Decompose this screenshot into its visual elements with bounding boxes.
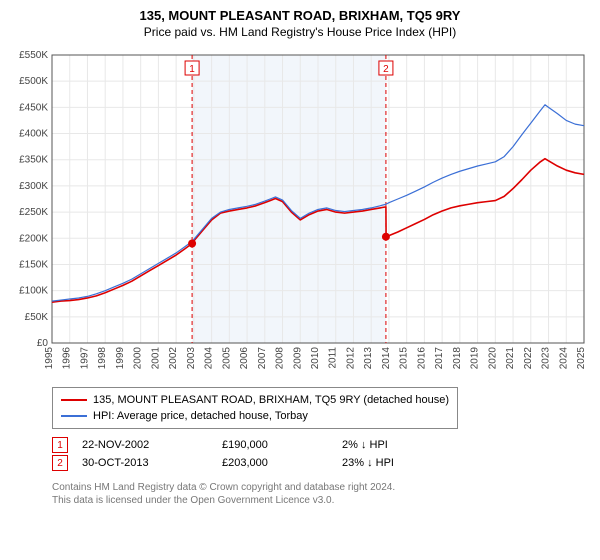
sale-marker-icon: 1: [52, 437, 68, 453]
footer-line-1: Contains HM Land Registry data © Crown c…: [52, 481, 592, 494]
legend-item-property: 135, MOUNT PLEASANT ROAD, BRIXHAM, TQ5 9…: [61, 392, 449, 408]
svg-text:2004: 2004: [204, 347, 215, 370]
footer-line-2: This data is licensed under the Open Gov…: [52, 494, 592, 507]
svg-text:2018: 2018: [452, 347, 463, 370]
svg-text:£200K: £200K: [19, 233, 48, 244]
legend-swatch-hpi: [61, 415, 87, 417]
svg-text:2005: 2005: [221, 347, 232, 370]
svg-text:2000: 2000: [133, 347, 144, 370]
svg-text:1: 1: [189, 64, 195, 75]
svg-text:2015: 2015: [399, 347, 410, 370]
svg-text:2025: 2025: [576, 347, 587, 370]
svg-text:2013: 2013: [363, 347, 374, 370]
svg-text:2007: 2007: [257, 347, 268, 370]
legend-swatch-property: [61, 399, 87, 401]
svg-text:2010: 2010: [310, 347, 321, 370]
sale-row: 1 22-NOV-2002 £190,000 2% ↓ HPI: [52, 437, 592, 453]
svg-text:2019: 2019: [470, 347, 481, 370]
price-chart: £0£50K£100K£150K£200K£250K£300K£350K£400…: [8, 47, 592, 377]
svg-text:1999: 1999: [115, 347, 126, 370]
svg-text:2009: 2009: [292, 347, 303, 370]
svg-text:2: 2: [383, 64, 389, 75]
sale-price: £190,000: [222, 439, 342, 451]
svg-text:2021: 2021: [505, 347, 516, 370]
svg-text:£550K: £550K: [19, 50, 48, 61]
sales-table: 1 22-NOV-2002 £190,000 2% ↓ HPI 2 30-OCT…: [52, 437, 592, 471]
svg-text:2020: 2020: [487, 347, 498, 370]
legend: 135, MOUNT PLEASANT ROAD, BRIXHAM, TQ5 9…: [52, 387, 458, 429]
legend-label-property: 135, MOUNT PLEASANT ROAD, BRIXHAM, TQ5 9…: [93, 392, 449, 408]
svg-text:2014: 2014: [381, 347, 392, 370]
svg-text:£50K: £50K: [25, 312, 49, 323]
svg-text:2002: 2002: [168, 347, 179, 370]
svg-text:2016: 2016: [416, 347, 427, 370]
svg-text:2023: 2023: [541, 347, 552, 370]
svg-text:£150K: £150K: [19, 259, 48, 270]
svg-text:2008: 2008: [275, 347, 286, 370]
sale-marker-icon: 2: [52, 455, 68, 471]
svg-text:2012: 2012: [345, 347, 356, 370]
svg-text:£300K: £300K: [19, 181, 48, 192]
svg-text:£100K: £100K: [19, 286, 48, 297]
svg-text:2003: 2003: [186, 347, 197, 370]
svg-text:£350K: £350K: [19, 155, 48, 166]
svg-text:£250K: £250K: [19, 207, 48, 218]
svg-text:2006: 2006: [239, 347, 250, 370]
svg-text:2001: 2001: [150, 347, 161, 370]
chart-svg: £0£50K£100K£150K£200K£250K£300K£350K£400…: [8, 47, 592, 377]
legend-label-hpi: HPI: Average price, detached house, Torb…: [93, 408, 308, 424]
sale-delta: 23% ↓ HPI: [342, 457, 452, 469]
sale-row: 2 30-OCT-2013 £203,000 23% ↓ HPI: [52, 455, 592, 471]
svg-text:2024: 2024: [558, 347, 569, 370]
svg-text:2017: 2017: [434, 347, 445, 370]
chart-title: 135, MOUNT PLEASANT ROAD, BRIXHAM, TQ5 9…: [8, 8, 592, 23]
footer: Contains HM Land Registry data © Crown c…: [52, 481, 592, 507]
svg-text:1998: 1998: [97, 347, 108, 370]
sale-date: 30-OCT-2013: [82, 457, 222, 469]
svg-text:£450K: £450K: [19, 102, 48, 113]
svg-text:2022: 2022: [523, 347, 534, 370]
sale-date: 22-NOV-2002: [82, 439, 222, 451]
svg-text:1997: 1997: [79, 347, 90, 370]
legend-item-hpi: HPI: Average price, detached house, Torb…: [61, 408, 449, 424]
svg-text:£400K: £400K: [19, 129, 48, 140]
svg-text:£500K: £500K: [19, 76, 48, 87]
chart-subtitle: Price paid vs. HM Land Registry's House …: [8, 25, 592, 39]
svg-text:2011: 2011: [328, 347, 339, 369]
svg-text:1996: 1996: [62, 347, 73, 370]
svg-text:1995: 1995: [44, 347, 55, 370]
sale-delta: 2% ↓ HPI: [342, 439, 452, 451]
sale-price: £203,000: [222, 457, 342, 469]
